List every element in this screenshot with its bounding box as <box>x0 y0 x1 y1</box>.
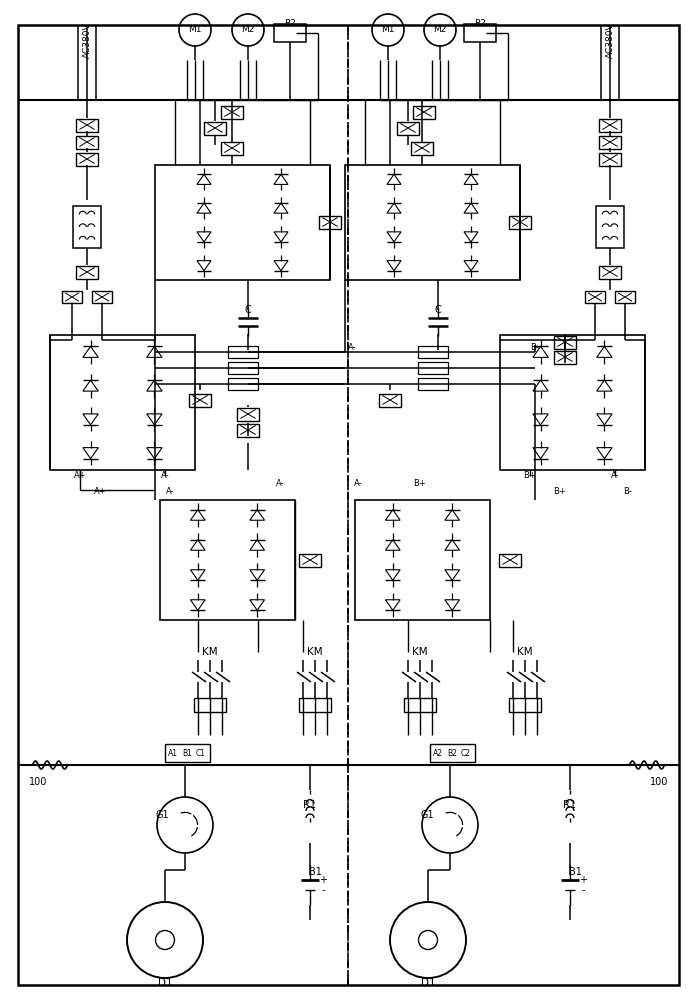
Text: C: C <box>435 305 441 315</box>
Text: M2: M2 <box>434 25 447 34</box>
Bar <box>404 698 436 712</box>
Text: C2: C2 <box>461 748 471 758</box>
Bar <box>76 265 98 278</box>
Bar <box>76 152 98 165</box>
Bar <box>355 500 490 620</box>
Text: A-: A- <box>276 480 284 488</box>
Bar <box>418 346 448 358</box>
Bar <box>165 744 210 762</box>
Text: B2: B2 <box>447 748 457 758</box>
Bar <box>509 216 531 229</box>
Bar <box>221 141 243 154</box>
Bar <box>554 336 576 349</box>
Text: 100: 100 <box>650 777 668 787</box>
Text: R2: R2 <box>474 19 486 28</box>
Text: B1: B1 <box>309 867 321 877</box>
Text: AC380V: AC380V <box>82 22 91 58</box>
Bar <box>413 105 435 118</box>
Text: B+: B+ <box>553 488 567 496</box>
Bar <box>430 744 475 762</box>
Bar <box>228 346 258 358</box>
Text: A2: A2 <box>433 748 443 758</box>
Text: B-: B- <box>530 344 539 353</box>
Text: A-: A- <box>353 480 362 488</box>
Text: -: - <box>321 885 325 895</box>
Bar <box>237 424 259 436</box>
Text: R1: R1 <box>563 800 576 810</box>
Bar <box>397 121 419 134</box>
Bar <box>194 698 226 712</box>
Bar <box>599 265 621 278</box>
Bar <box>599 118 621 131</box>
Bar <box>500 335 645 470</box>
Bar <box>204 121 226 134</box>
Bar <box>73 206 101 248</box>
Text: D1: D1 <box>421 978 436 988</box>
Text: G1: G1 <box>155 810 169 820</box>
Bar <box>92 291 112 303</box>
Bar <box>499 554 521 566</box>
Bar <box>76 118 98 131</box>
Text: B1: B1 <box>569 867 581 877</box>
Text: A-: A- <box>166 488 174 496</box>
Text: 100: 100 <box>29 777 47 787</box>
Text: A+: A+ <box>74 472 86 481</box>
Text: A-: A- <box>348 344 357 353</box>
Text: A-: A- <box>611 472 620 481</box>
Bar <box>189 393 211 406</box>
Bar <box>464 24 496 42</box>
Text: R1: R1 <box>303 800 316 810</box>
Bar <box>299 698 331 712</box>
Text: B+: B+ <box>523 472 537 481</box>
Text: +: + <box>579 875 587 885</box>
Text: AC380V: AC380V <box>606 22 615 58</box>
Text: KM: KM <box>412 647 428 657</box>
Bar <box>599 135 621 148</box>
Text: M1: M1 <box>381 25 395 34</box>
Bar <box>554 351 576 363</box>
Text: KM: KM <box>202 647 217 657</box>
Bar <box>596 206 624 248</box>
Text: M1: M1 <box>188 25 201 34</box>
Text: B+: B+ <box>413 480 427 488</box>
Text: G1: G1 <box>420 810 434 820</box>
Text: C1: C1 <box>196 748 206 758</box>
Text: A1: A1 <box>168 748 178 758</box>
Bar <box>345 165 520 280</box>
Text: A-: A- <box>161 472 169 481</box>
Text: A+: A+ <box>93 488 107 496</box>
Bar <box>585 291 605 303</box>
Bar <box>299 554 321 566</box>
Text: M2: M2 <box>241 25 254 34</box>
Text: KM: KM <box>307 647 323 657</box>
Bar <box>509 698 541 712</box>
Text: B-: B- <box>624 488 632 496</box>
Text: R2: R2 <box>284 19 296 28</box>
Bar <box>599 152 621 165</box>
Text: KM: KM <box>517 647 533 657</box>
Bar <box>155 165 330 280</box>
Text: D1: D1 <box>158 978 172 988</box>
Bar <box>418 362 448 374</box>
Bar <box>274 24 306 42</box>
Bar <box>237 408 259 420</box>
Bar <box>76 135 98 148</box>
Text: B1: B1 <box>182 748 192 758</box>
Bar <box>319 216 341 229</box>
Text: +: + <box>319 875 327 885</box>
Bar <box>50 335 195 470</box>
Text: C: C <box>245 305 252 315</box>
Bar <box>379 393 401 406</box>
Bar <box>221 105 243 118</box>
Bar <box>228 362 258 374</box>
Bar <box>411 141 433 154</box>
Bar <box>62 291 82 303</box>
Bar <box>615 291 635 303</box>
Bar <box>160 500 295 620</box>
Text: -: - <box>581 885 585 895</box>
Bar <box>228 378 258 390</box>
Bar <box>418 378 448 390</box>
